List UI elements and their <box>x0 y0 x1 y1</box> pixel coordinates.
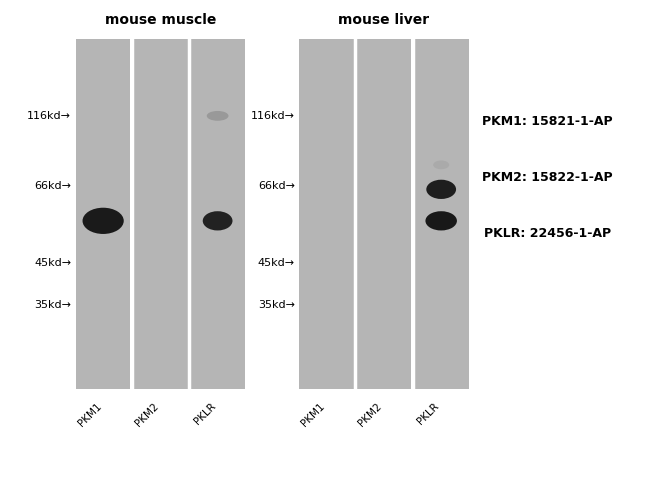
Ellipse shape <box>426 180 456 199</box>
Bar <box>133 39 188 389</box>
Text: 66kd→: 66kd→ <box>34 181 71 191</box>
Text: PKLR: PKLR <box>416 401 441 426</box>
Text: mouse muscle: mouse muscle <box>105 13 216 27</box>
Text: PKM1: PKM1 <box>76 401 103 428</box>
Text: 66kd→: 66kd→ <box>258 181 295 191</box>
Text: PKM2: PKM2 <box>133 401 160 428</box>
Text: PKM1: PKM1 <box>299 401 327 428</box>
Ellipse shape <box>207 111 229 121</box>
Bar <box>191 39 245 389</box>
Ellipse shape <box>433 160 449 169</box>
Text: 35kd→: 35kd→ <box>258 300 295 310</box>
Bar <box>414 39 469 389</box>
Bar <box>299 39 354 389</box>
Text: PKM1: 15821-1-AP: PKM1: 15821-1-AP <box>482 115 613 128</box>
Text: PKM2: 15822-1-AP: PKM2: 15822-1-AP <box>482 171 613 184</box>
Bar <box>356 39 411 389</box>
Text: 116kd→: 116kd→ <box>251 111 295 121</box>
Text: mouse liver: mouse liver <box>338 13 430 27</box>
Text: 35kd→: 35kd→ <box>34 300 71 310</box>
Text: 45kd→: 45kd→ <box>258 258 295 268</box>
Text: 116kd→: 116kd→ <box>27 111 71 121</box>
Bar <box>76 39 130 389</box>
Text: PKLR: 22456-1-AP: PKLR: 22456-1-AP <box>484 227 611 240</box>
Ellipse shape <box>82 208 124 234</box>
Text: PKM2: PKM2 <box>356 401 384 428</box>
Ellipse shape <box>426 211 457 230</box>
Text: PKLR: PKLR <box>192 401 218 426</box>
Text: 45kd→: 45kd→ <box>34 258 71 268</box>
Ellipse shape <box>203 211 233 230</box>
